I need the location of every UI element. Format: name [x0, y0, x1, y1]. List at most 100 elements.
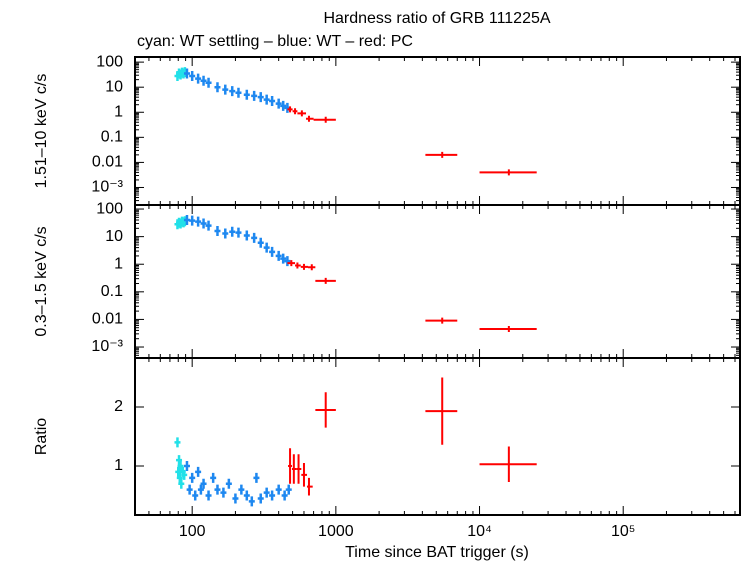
plot-frame [134, 56, 741, 206]
data-point [257, 493, 264, 504]
data-point [214, 484, 221, 495]
data-point [243, 490, 250, 501]
data-point [425, 151, 458, 158]
y-tick-label: 0.01 [92, 311, 123, 328]
data-point [269, 246, 276, 257]
data-point [195, 216, 202, 227]
y-tick-label: 10 [105, 228, 123, 245]
data-point [205, 220, 212, 231]
data-point [200, 218, 207, 229]
data-point [235, 87, 242, 98]
y-axis-label: 1.51–10 keV c/s [33, 74, 50, 189]
data-point [306, 115, 314, 122]
data-point [189, 472, 196, 483]
y-tick-label: 10⁻³ [91, 179, 123, 196]
y-tick-label: 0.1 [101, 283, 123, 300]
data-point [288, 448, 292, 484]
y-axis-label: 0.3–1.5 keV c/s [33, 226, 50, 336]
data-point [287, 106, 293, 113]
data-point [479, 446, 537, 482]
data-point [301, 463, 308, 487]
data-point [425, 377, 458, 445]
data-point [205, 77, 212, 88]
x-tick-label: 1000 [318, 523, 354, 540]
chart-subtitle: cyan: WT settling – blue: WT – red: PC [137, 33, 413, 50]
y-tick-label: 1 [114, 255, 123, 272]
x-axis-label: Time since BAT trigger (s) [345, 544, 529, 561]
data-point [295, 262, 301, 269]
data-point [174, 437, 181, 448]
data-point [425, 317, 458, 324]
data-point [189, 215, 196, 226]
data-point [214, 82, 221, 93]
data-point [195, 73, 202, 84]
x-tick-label: 10⁴ [467, 523, 492, 540]
y-tick-label: 1 [114, 103, 123, 120]
y-tick-label: 10⁻³ [91, 338, 123, 355]
data-point [275, 484, 282, 495]
data-point [229, 86, 236, 97]
data-point [291, 454, 297, 484]
data-point [292, 108, 298, 115]
data-point [300, 263, 309, 270]
data-point [275, 250, 282, 261]
plot-frame [134, 357, 741, 516]
data-point [313, 116, 336, 123]
data-point [297, 110, 307, 117]
data-point [280, 253, 287, 264]
data-point [479, 325, 537, 332]
data-point [200, 75, 207, 86]
data-point [263, 94, 270, 105]
y-tick-label: 100 [96, 53, 123, 70]
data-point [284, 256, 291, 267]
data-point [189, 70, 196, 81]
y-tick-label: 100 [96, 200, 123, 217]
data-point [177, 461, 184, 472]
data-point [220, 487, 227, 498]
data-point [248, 496, 255, 507]
data-point [195, 466, 202, 477]
data-point [235, 227, 242, 238]
data-point [205, 490, 212, 501]
data-point [222, 84, 229, 95]
y-axis-label: Ratio [33, 418, 50, 455]
plot-frame [134, 204, 741, 359]
data-point [251, 90, 258, 101]
data-point [287, 260, 296, 267]
data-point [197, 484, 204, 495]
data-point [251, 232, 258, 243]
data-point [232, 493, 239, 504]
data-point [296, 454, 302, 484]
data-point [263, 242, 270, 253]
data-point [263, 487, 270, 498]
chart-title: Hardness ratio of GRB 111225A [323, 10, 550, 27]
x-tick-label: 100 [179, 523, 206, 540]
data-point [307, 477, 313, 496]
data-point [269, 96, 276, 107]
y-tick-label: 0.1 [101, 129, 123, 146]
y-tick-label: 2 [114, 398, 123, 415]
data-point [186, 484, 193, 495]
data-point [183, 215, 190, 226]
y-tick-label: 0.01 [92, 154, 123, 171]
data-point [281, 490, 288, 501]
data-point [238, 484, 245, 495]
data-point [243, 230, 250, 241]
data-point [285, 484, 292, 495]
data-point [178, 478, 185, 489]
data-point [269, 490, 276, 501]
y-tick-label: 10 [105, 78, 123, 95]
data-point [222, 228, 229, 239]
data-point [315, 277, 336, 284]
data-point [315, 392, 336, 428]
data-point [192, 490, 199, 501]
data-point [214, 225, 221, 236]
data-point [253, 472, 260, 483]
data-point [479, 169, 537, 176]
data-point [275, 98, 282, 109]
data-point [176, 472, 183, 483]
data-point [181, 469, 188, 480]
data-point [225, 478, 232, 489]
data-point [229, 226, 236, 237]
